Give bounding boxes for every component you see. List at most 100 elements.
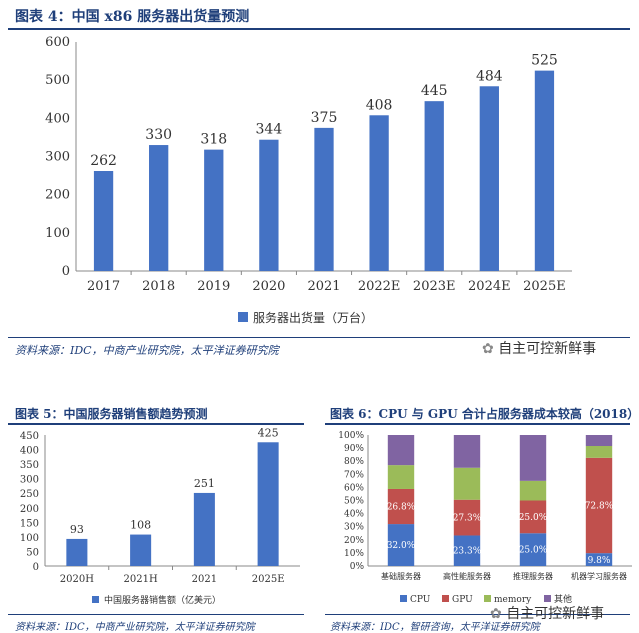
legend-label: CPU [410, 595, 431, 605]
legend-swatch [544, 595, 551, 602]
y-tick-label: 70% [344, 470, 364, 480]
bar [93, 171, 114, 271]
x-tick-label: 2021 [192, 574, 217, 585]
data-label: 408 [366, 97, 393, 113]
y-tick-label: 0% [350, 562, 365, 572]
x-tick-label: 基础服务器 [381, 571, 421, 581]
y-tick-label: 30% [344, 523, 364, 533]
chart6-svg: 0% 10% 20% 30% 40% 50% 60% 70% 80% 90% 100% 32.0% 26… [338, 431, 632, 605]
data-label: 525 [531, 53, 558, 69]
x-tick-label: 2025E [252, 574, 285, 585]
stack-segment [585, 446, 613, 458]
wechat-icon: ✿ [482, 341, 494, 357]
data-label: 26.8% [387, 503, 416, 513]
bar [534, 70, 555, 271]
bar [314, 127, 334, 271]
chart4-title: 图表 4：中国 x86 服务器出货量预测 [15, 9, 250, 25]
y-tick-label: 400 [20, 446, 39, 457]
x-tick-label: 2019 [197, 279, 230, 294]
stack-segment [519, 480, 547, 501]
y-tick-label: 350 [20, 460, 39, 471]
x-tick-label: 2023E [413, 279, 456, 294]
bar [259, 139, 279, 271]
bar [130, 534, 152, 566]
bar [193, 492, 215, 566]
y-tick-label: 80% [344, 457, 364, 467]
legend-swatch [400, 595, 407, 602]
wechat-icon: ✿ [490, 606, 502, 622]
data-label: 25.0% [519, 513, 548, 523]
stack-segment [453, 467, 481, 500]
data-label: 445 [421, 83, 448, 99]
stack-segment [453, 535, 481, 566]
y-tick-label: 200 [45, 188, 70, 203]
chart4-bottom-rule [8, 337, 630, 338]
x-tick-label: 机器学习服务器 [571, 571, 627, 581]
legend-label: 其他 [554, 593, 572, 605]
data-label: 108 [130, 519, 151, 532]
bar [369, 115, 389, 271]
stack-segment [387, 465, 415, 489]
chart6-title: 图表 6：CPU 与 GPU 合计占服务器成本较高（2018） [330, 407, 639, 421]
chart4-top-rule [8, 28, 630, 30]
y-tick-label: 100% [338, 431, 364, 441]
stack-segment [519, 500, 547, 534]
chart5-svg: 0 50 100 150 200 250 300 350 400 450 93 2020H 108 202… [20, 426, 300, 606]
data-label: 251 [194, 477, 215, 490]
y-tick-label: 150 [20, 518, 39, 529]
x-tick-label: 2021H [124, 574, 158, 585]
legend-swatch [238, 312, 248, 322]
chart5-top-rule [8, 423, 304, 425]
watermark-top: ✿ 自主可控新鲜事 [482, 338, 596, 358]
y-tick-label: 500 [45, 73, 70, 88]
watermark-text: 自主可控新鲜事 [506, 606, 605, 622]
data-label: 23.3% [453, 547, 482, 557]
stack-segment [387, 524, 415, 566]
y-tick-label: 300 [20, 475, 39, 486]
y-tick-label: 0 [33, 562, 39, 573]
y-tick-label: 100 [45, 226, 70, 241]
stack-segment [387, 435, 415, 466]
x-tick-label: 2021 [307, 279, 340, 294]
bar [424, 101, 444, 272]
x-tick-label: 2022E [358, 279, 401, 294]
y-tick-label: 400 [45, 111, 70, 126]
y-tick-label: 40% [344, 510, 364, 520]
x-tick-label: 2020H [60, 574, 94, 585]
stack-segment [453, 499, 481, 536]
chart5-source: 资料来源：IDC，中商产业研究院，太平洋证券研究院 [15, 622, 255, 633]
y-tick-label: 100 [20, 533, 39, 544]
x-tick-label: 2024E [468, 279, 511, 294]
x-tick-label: 推理服务器 [513, 571, 553, 581]
bar [66, 538, 88, 566]
stack-segment [519, 435, 547, 481]
chart4-source: 资料来源：IDC，中商产业研究院，太平洋证券研究院 [15, 344, 279, 357]
y-tick-label: 250 [20, 489, 39, 500]
x-tick-label: 2025E [523, 279, 566, 294]
watermark-text: 自主可控新鲜事 [498, 341, 597, 357]
bar [479, 86, 499, 271]
legend-label: 服务器出货量（万台） [253, 310, 373, 325]
stack-segment [585, 457, 613, 554]
legend-label: GPU [452, 595, 473, 605]
x-tick-label: 2018 [142, 279, 175, 294]
y-tick-label: 50 [26, 547, 39, 558]
data-label: 262 [90, 153, 117, 169]
y-tick-label: 0 [62, 264, 70, 279]
y-tick-label: 60% [344, 483, 364, 493]
data-label: 25.0% [519, 546, 548, 556]
legend-swatch [92, 596, 99, 603]
y-tick-label: 300 [45, 150, 70, 165]
bar [149, 145, 169, 271]
data-label: 9.8% [588, 556, 611, 566]
data-label: 72.8% [585, 501, 614, 511]
stack-segment [387, 488, 415, 525]
data-label: 484 [476, 68, 503, 84]
chart6-source: 资料来源：IDC，智研咨询，太平洋证券研究院 [330, 622, 540, 633]
y-tick-label: 600 [45, 35, 70, 50]
y-tick-label: 200 [20, 504, 39, 515]
stack-segment [519, 533, 547, 566]
stack-segment [585, 435, 613, 447]
x-tick-label: 2020 [252, 279, 285, 294]
data-label: 27.3% [453, 514, 482, 524]
